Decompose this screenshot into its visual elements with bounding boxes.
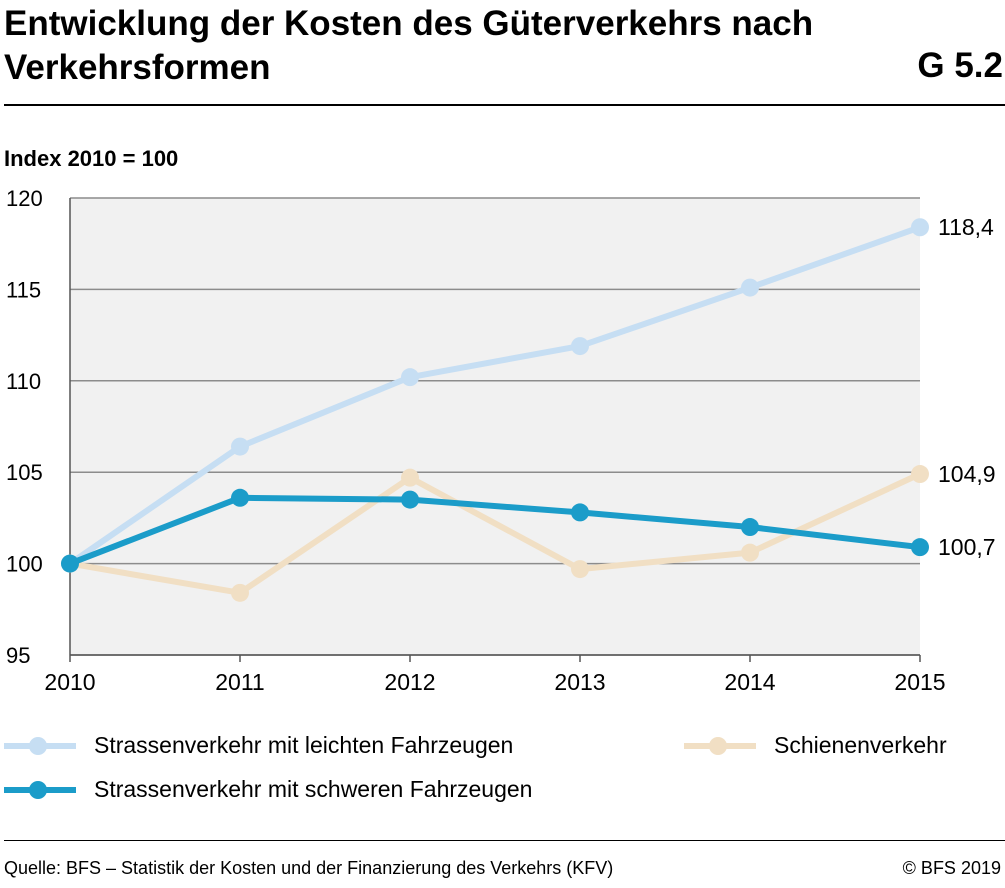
y-axis-label: Index 2010 = 100 (4, 146, 179, 171)
legend-item-light-road: Strassenverkehr mit leichten Fahrzeugen (0, 732, 513, 759)
legend-marker-rail (684, 736, 756, 755)
legend-item-heavy-road: Strassenverkehr mit schweren Fahrzeugen (0, 776, 532, 803)
data-point-heavy-road-2014 (741, 518, 759, 537)
data-point-light-road-2011 (231, 437, 249, 456)
legend-marker-light-road (4, 736, 76, 755)
end-label-light-road: 118,4 (938, 214, 994, 240)
x-tick-label-2011: 2011 (215, 669, 264, 695)
legend-marker-heavy-road (4, 780, 76, 799)
legend-label-rail: Schienenverkehr (774, 732, 947, 758)
data-point-rail-2015 (911, 465, 929, 484)
legend-label-heavy-road: Strassenverkehr mit schweren Fahrzeugen (94, 776, 533, 802)
data-point-rail-2011 (231, 583, 249, 602)
x-tick-label-2012: 2012 (384, 669, 435, 695)
data-point-light-road-2014 (741, 278, 759, 297)
data-point-heavy-road-2015 (911, 538, 929, 557)
data-point-rail-2012 (401, 468, 419, 487)
series-line-heavy-road (68, 494, 921, 567)
data-point-light-road-2013 (571, 337, 589, 356)
source-note: Quelle: BFS – Statistik der Kosten und d… (4, 858, 614, 878)
chart-title: Entwicklung der Kosten des Güterverkehrs… (4, 4, 814, 87)
x-tick-label-2010: 2010 (44, 669, 95, 695)
y-tick-label-100: 100 (6, 552, 43, 577)
data-point-light-road-2015 (911, 218, 929, 237)
data-point-heavy-road-2011 (231, 488, 249, 507)
plot-area (70, 198, 920, 655)
legend-item-rail: Schienenverkehr (680, 732, 947, 759)
x-tick-label-2014: 2014 (724, 669, 775, 695)
copyright-note: © BFS 2019 (902, 858, 1001, 878)
y-tick-label-95: 95 (6, 643, 30, 668)
top-divider (4, 104, 1005, 106)
data-point-rail-2013 (571, 560, 589, 579)
y-tick-label-110: 110 (6, 369, 41, 394)
y-tick-label-120: 120 (6, 186, 43, 211)
data-point-rail-2014 (741, 543, 759, 562)
x-tick-label-2015: 2015 (894, 669, 945, 695)
series-line-light-road (68, 224, 922, 567)
series-line-rail (69, 471, 922, 596)
x-tick-label-2013: 2013 (554, 669, 605, 695)
y-tick-label-115: 115 (6, 277, 41, 302)
data-point-heavy-road-2012 (401, 490, 419, 509)
legend-label-light-road: Strassenverkehr mit leichten Fahrzeugen (94, 732, 514, 758)
chart-code: G 5.2 (917, 46, 1003, 85)
data-point-heavy-road-2013 (571, 503, 589, 522)
line-chart: 95 100 105 110 115 120 2010 2011 2012 2013 2014 201… (6, 186, 996, 695)
end-label-heavy-road: 100,7 (938, 534, 996, 560)
bottom-divider (4, 840, 1005, 841)
y-tick-label-105: 105 (6, 460, 43, 485)
data-point-heavy-road-2010 (61, 554, 79, 573)
data-point-light-road-2012 (401, 368, 419, 387)
end-label-rail: 104,9 (938, 461, 996, 487)
